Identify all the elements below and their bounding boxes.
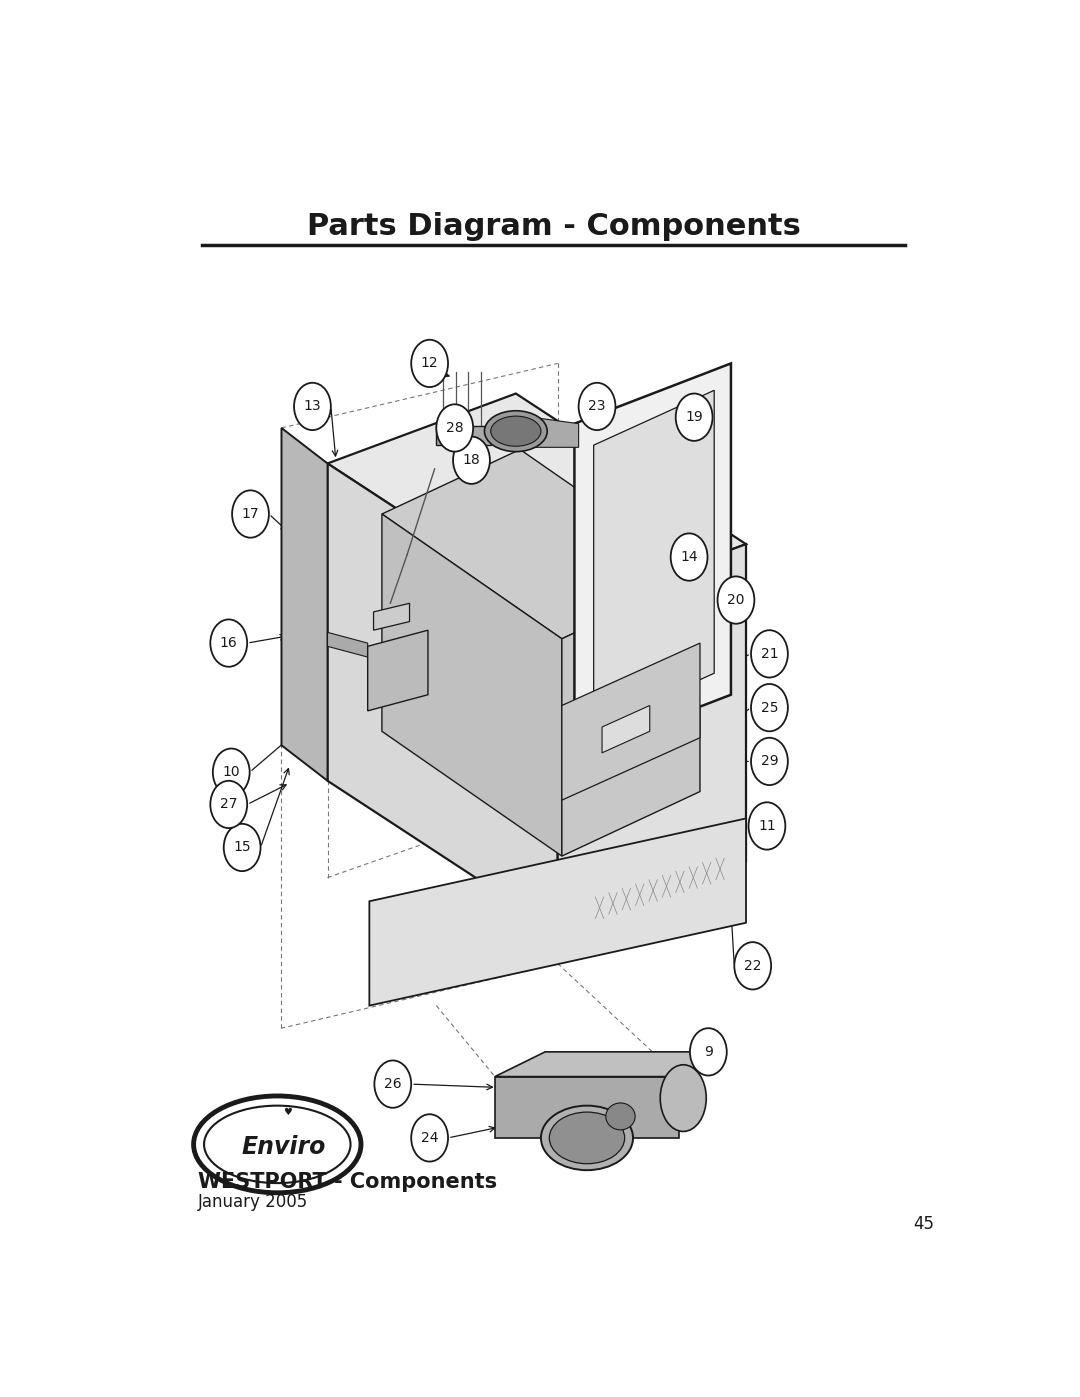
Text: 13: 13 [303, 400, 321, 414]
Text: 28: 28 [446, 420, 463, 434]
Text: 11: 11 [758, 819, 775, 833]
Circle shape [213, 749, 249, 796]
Polygon shape [327, 394, 746, 615]
Polygon shape [282, 427, 327, 781]
Text: 15: 15 [233, 841, 251, 855]
Ellipse shape [490, 416, 541, 446]
Circle shape [211, 619, 247, 666]
Ellipse shape [485, 411, 548, 451]
Circle shape [734, 942, 771, 989]
Polygon shape [495, 1077, 679, 1139]
Polygon shape [516, 415, 579, 447]
Circle shape [751, 630, 788, 678]
Polygon shape [369, 819, 746, 1006]
Circle shape [717, 577, 754, 623]
Text: Enviro: Enviro [242, 1134, 326, 1158]
Polygon shape [436, 426, 490, 446]
Circle shape [751, 685, 788, 731]
Circle shape [224, 824, 260, 872]
Polygon shape [557, 545, 746, 932]
Circle shape [375, 1060, 411, 1108]
Polygon shape [374, 604, 409, 630]
Text: 22: 22 [744, 958, 761, 972]
Polygon shape [594, 390, 714, 728]
Ellipse shape [550, 1112, 624, 1164]
Text: 21: 21 [760, 647, 779, 661]
Polygon shape [602, 705, 650, 753]
Text: 45: 45 [914, 1215, 934, 1234]
Circle shape [671, 534, 707, 581]
Circle shape [436, 404, 473, 451]
Text: 14: 14 [680, 550, 698, 564]
Polygon shape [367, 630, 428, 711]
Text: January 2005: January 2005 [198, 1193, 308, 1211]
Circle shape [411, 1115, 448, 1161]
Circle shape [232, 490, 269, 538]
Circle shape [411, 339, 448, 387]
Text: 29: 29 [760, 754, 779, 768]
Ellipse shape [541, 1105, 633, 1171]
Text: WESTPORT - Components: WESTPORT - Components [198, 1172, 497, 1192]
Text: 25: 25 [760, 701, 779, 715]
Polygon shape [495, 1052, 721, 1077]
Circle shape [294, 383, 330, 430]
Text: 24: 24 [421, 1132, 438, 1146]
Polygon shape [382, 514, 562, 856]
Text: 26: 26 [384, 1077, 402, 1091]
Text: 17: 17 [242, 507, 259, 521]
Text: 19: 19 [685, 411, 703, 425]
Text: 23: 23 [589, 400, 606, 414]
Circle shape [211, 781, 247, 828]
Ellipse shape [193, 1097, 361, 1193]
Text: Parts Diagram - Components: Parts Diagram - Components [307, 212, 800, 242]
Text: 20: 20 [727, 594, 745, 608]
Polygon shape [327, 464, 557, 932]
Circle shape [454, 437, 490, 483]
Polygon shape [575, 363, 731, 754]
Text: 9: 9 [704, 1045, 713, 1059]
Circle shape [751, 738, 788, 785]
Polygon shape [382, 450, 700, 638]
Text: 10: 10 [222, 766, 240, 780]
Circle shape [676, 394, 713, 441]
Text: ♥: ♥ [283, 1106, 292, 1118]
Circle shape [748, 802, 785, 849]
Polygon shape [562, 574, 700, 856]
Ellipse shape [606, 1104, 635, 1130]
Polygon shape [562, 643, 700, 800]
Text: 27: 27 [220, 798, 238, 812]
Circle shape [690, 1028, 727, 1076]
Polygon shape [327, 633, 367, 657]
Ellipse shape [660, 1065, 706, 1132]
Circle shape [579, 383, 616, 430]
Text: 12: 12 [421, 356, 438, 370]
Text: 18: 18 [462, 453, 481, 467]
Text: 16: 16 [220, 636, 238, 650]
